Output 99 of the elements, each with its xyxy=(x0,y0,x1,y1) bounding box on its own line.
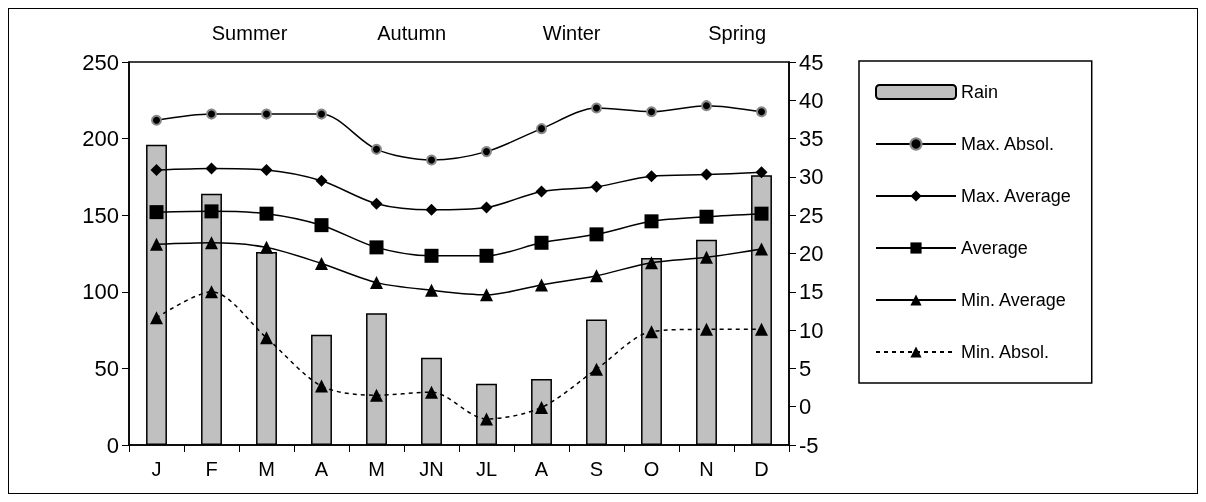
point xyxy=(425,283,438,297)
point xyxy=(370,388,383,402)
x-tick-label: JL xyxy=(475,458,498,480)
point xyxy=(149,205,164,220)
point xyxy=(755,322,768,336)
point xyxy=(591,102,602,114)
point xyxy=(535,185,548,198)
point xyxy=(480,412,493,426)
x-tick-label: O xyxy=(643,458,660,480)
point xyxy=(590,180,603,193)
point xyxy=(590,362,603,376)
point xyxy=(150,164,163,177)
point xyxy=(701,100,712,112)
y-tick-label: 50 xyxy=(94,355,119,381)
point xyxy=(205,285,218,299)
y-tick-label: 150 xyxy=(82,202,119,228)
point xyxy=(645,170,658,183)
text: Summer xyxy=(211,22,288,44)
text: Autumn xyxy=(377,22,447,44)
y-tick-label: 200 xyxy=(82,126,119,152)
point xyxy=(700,250,713,264)
y2-tick-label: 25 xyxy=(799,202,824,228)
point xyxy=(426,154,437,166)
point xyxy=(700,322,713,336)
point xyxy=(370,276,383,290)
point xyxy=(260,164,273,177)
point xyxy=(645,256,658,270)
point xyxy=(700,168,713,181)
y2-tick-label: 30 xyxy=(799,164,824,190)
point xyxy=(754,206,769,221)
text: Spring xyxy=(708,22,767,44)
point xyxy=(150,237,163,251)
point xyxy=(369,240,384,255)
point xyxy=(314,218,329,233)
legend-label: Max. Absol. xyxy=(961,134,1055,154)
point xyxy=(205,236,218,250)
point xyxy=(425,385,438,399)
point xyxy=(480,201,493,214)
y2-tick-label: 45 xyxy=(799,49,824,75)
point xyxy=(479,248,494,263)
point xyxy=(755,166,768,179)
y2-tick-label: 5 xyxy=(799,355,812,381)
point xyxy=(536,123,547,135)
y-tick-label: 0 xyxy=(106,432,119,458)
y2-tick-label: 0 xyxy=(799,394,812,420)
point xyxy=(755,242,768,256)
point xyxy=(151,114,162,126)
point xyxy=(206,108,217,120)
point xyxy=(260,240,273,254)
point xyxy=(371,143,382,155)
y2-tick-label: 20 xyxy=(799,241,824,266)
point xyxy=(535,278,548,292)
x-tick-label: M xyxy=(258,458,275,480)
point xyxy=(645,325,658,339)
y2-tick-label: 15 xyxy=(799,279,824,305)
x-tick-label: N xyxy=(699,458,714,480)
y2-tick-label: -5 xyxy=(799,432,819,458)
legend-label: Rain xyxy=(961,82,999,102)
x-tick-label: S xyxy=(589,458,604,480)
point xyxy=(589,227,604,242)
point xyxy=(204,204,219,219)
point xyxy=(481,146,492,158)
point xyxy=(261,108,272,120)
x-tick-label: JN xyxy=(419,458,444,480)
point xyxy=(756,106,767,118)
point xyxy=(590,269,603,283)
y-tick-label: 100 xyxy=(82,279,119,305)
point xyxy=(316,108,327,120)
point xyxy=(480,288,493,302)
x-tick-label: A xyxy=(534,458,549,480)
point xyxy=(315,174,328,187)
point xyxy=(699,209,714,224)
legend-label: Min. Average xyxy=(961,290,1066,310)
point xyxy=(534,235,549,250)
y2-tick-label: 35 xyxy=(799,126,824,152)
y-tick-label: 250 xyxy=(82,49,119,75)
point xyxy=(370,197,383,210)
point xyxy=(315,256,328,270)
point xyxy=(644,214,659,229)
point xyxy=(260,331,273,345)
x-tick-label: A xyxy=(314,458,329,480)
point xyxy=(424,248,439,263)
point xyxy=(425,203,438,216)
x-tick-label: J xyxy=(151,458,162,480)
legend-label: Max. Average xyxy=(961,186,1071,206)
point xyxy=(535,400,548,414)
x-tick-label: D xyxy=(754,458,769,480)
legend-label: Min. Absol. xyxy=(961,342,1050,362)
x-tick-label: F xyxy=(205,458,218,480)
x-tick-label: M xyxy=(368,458,385,480)
point xyxy=(150,311,163,325)
y2-tick-label: 40 xyxy=(799,87,824,113)
legend-label: Average xyxy=(961,238,1028,258)
y2-tick-label: 10 xyxy=(799,317,824,343)
point xyxy=(259,206,274,221)
point xyxy=(646,106,657,118)
point xyxy=(205,162,218,175)
point xyxy=(315,379,328,393)
text: Winter xyxy=(542,22,601,44)
